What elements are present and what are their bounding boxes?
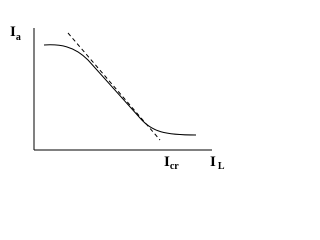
label-sub: a [16,32,21,43]
label-main: I [164,154,170,170]
label-sub: cr [170,161,179,172]
curve [43,44,197,136]
label-main: I [10,24,16,40]
y-axis-label: Ia [10,24,21,43]
tangent-line [67,32,161,141]
label-main: I [210,154,216,170]
label-sub: L [218,161,225,172]
critical-label: Icr [164,154,179,172]
